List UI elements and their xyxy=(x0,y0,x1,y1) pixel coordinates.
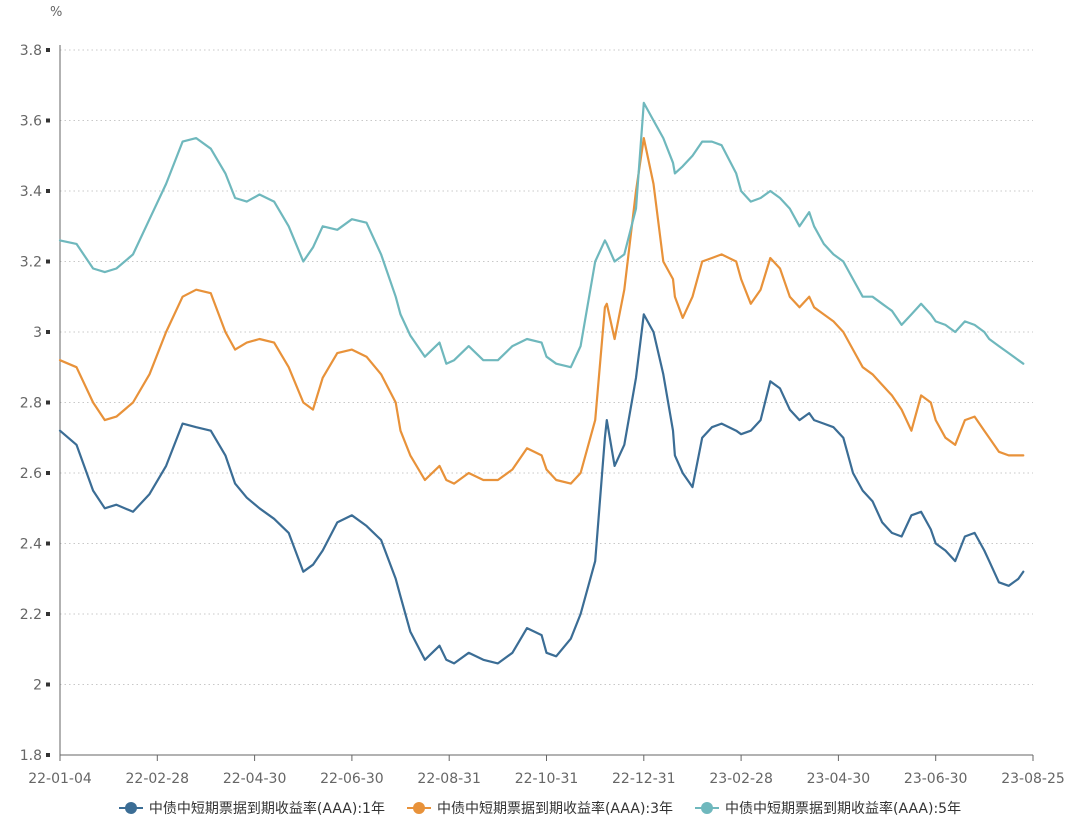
y-tick-label-0: 1.8 xyxy=(20,748,42,764)
y-axis-ticks: 1.8 2 2.2 2.4 2.6 2.8 3 3.2 3.4 3.6 3.8 xyxy=(20,43,50,764)
x-tick-label-5: 22-10-31 xyxy=(515,771,579,787)
x-tick-label-1: 22-02-28 xyxy=(126,771,190,787)
y-tick-mark-2 xyxy=(46,612,50,616)
x-axis-ticks: 22-01-04 22-02-28 22-04-30 22-06-30 22-08-31… xyxy=(28,755,1065,787)
legend-item-5y[interactable]: 中债中短期票据到期收益率(AAA):5年 xyxy=(695,798,961,818)
legend: 中债中短期票据到期收益率(AAA):1年 中债中短期票据到期收益率(AAA):3… xyxy=(0,798,1080,818)
x-tick-label-2: 22-04-30 xyxy=(223,771,287,787)
y-tick-label-3: 2.4 xyxy=(20,537,42,553)
legend-item-3y[interactable]: 中债中短期票据到期收益率(AAA):3年 xyxy=(406,798,674,818)
legend-swatch-5y-icon xyxy=(695,801,720,815)
y-tick-mark-9 xyxy=(46,118,50,123)
y-tick-label-1: 2 xyxy=(33,678,42,694)
y-tick-label-2: 2.2 xyxy=(20,607,42,623)
y-tick-label-6: 3 xyxy=(33,325,42,341)
y-tick-mark-5 xyxy=(46,400,50,405)
y-tick-mark-6 xyxy=(46,330,50,334)
y-tick-mark-3 xyxy=(46,541,50,546)
legend-label-1y: 中债中短期票据到期收益率(AAA):1年 xyxy=(148,801,385,817)
axes xyxy=(59,45,1033,756)
y-tick-label-8: 3.4 xyxy=(20,184,42,200)
y-tick-label-10: 3.8 xyxy=(20,43,42,59)
x-tick-label-7: 23-02-28 xyxy=(709,771,773,787)
legend-dot-3y xyxy=(412,802,425,814)
x-tick-label-10: 23-08-25 xyxy=(1001,771,1065,787)
x-tick-label-9: 23-06-30 xyxy=(904,771,968,787)
legend-swatch-3y-icon xyxy=(406,801,431,815)
series-line-2[interactable] xyxy=(58,101,1025,369)
y-tick-label-5: 2.8 xyxy=(20,396,42,412)
y-tick-mark-0 xyxy=(46,753,50,757)
y-tick-label-4: 2.6 xyxy=(20,466,42,482)
series-lines xyxy=(58,101,1025,665)
y-tick-mark-10 xyxy=(46,48,50,52)
series-line-1[interactable] xyxy=(58,137,1025,485)
x-tick-label-4: 22-08-31 xyxy=(417,771,481,787)
y-tick-mark-1 xyxy=(46,682,50,687)
gridlines xyxy=(60,49,1033,685)
y-tick-label-7: 3.2 xyxy=(20,255,42,271)
legend-label-5y: 中债中短期票据到期收益率(AAA):5年 xyxy=(725,801,962,817)
x-tick-label-3: 22-06-30 xyxy=(320,771,384,787)
legend-label-3y: 中债中短期票据到期收益率(AAA):3年 xyxy=(436,801,674,817)
x-tick-label-8: 23-04-30 xyxy=(807,771,871,787)
y-tick-mark-4 xyxy=(46,471,50,475)
legend-swatch-1y-icon xyxy=(118,801,143,815)
legend-dot-5y xyxy=(701,802,714,814)
series-line-0[interactable] xyxy=(58,313,1025,665)
x-tick-label-0: 22-01-04 xyxy=(28,771,92,787)
y-tick-mark-7 xyxy=(46,259,50,264)
y-tick-label-9: 3.6 xyxy=(20,114,42,130)
y-tick-mark-8 xyxy=(46,189,50,193)
legend-dot-1y xyxy=(124,802,137,814)
y-axis-unit-label: % xyxy=(50,5,62,20)
legend-item-1y[interactable]: 中债中短期票据到期收益率(AAA):1年 xyxy=(118,798,385,818)
x-tick-label-6: 22-12-31 xyxy=(612,771,676,787)
